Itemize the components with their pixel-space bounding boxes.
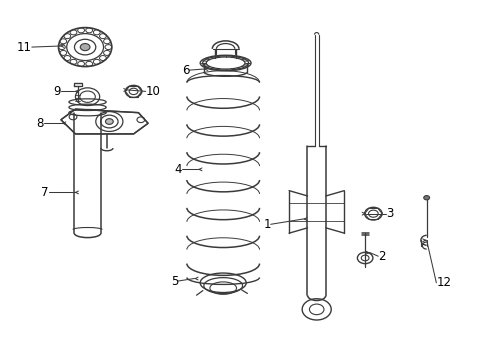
Text: 2: 2 (378, 250, 386, 263)
Text: 12: 12 (437, 276, 451, 289)
Text: 1: 1 (263, 218, 270, 231)
Text: 11: 11 (17, 41, 32, 54)
Polygon shape (61, 109, 148, 134)
Text: 9: 9 (53, 85, 61, 98)
Text: 7: 7 (41, 186, 49, 199)
Circle shape (80, 44, 90, 51)
Text: 4: 4 (174, 163, 182, 176)
Text: 10: 10 (146, 85, 161, 98)
Text: 6: 6 (182, 64, 189, 77)
Circle shape (424, 195, 430, 200)
Text: 5: 5 (171, 275, 178, 288)
Circle shape (105, 119, 113, 124)
Text: 3: 3 (387, 207, 394, 220)
Text: 8: 8 (37, 117, 44, 130)
